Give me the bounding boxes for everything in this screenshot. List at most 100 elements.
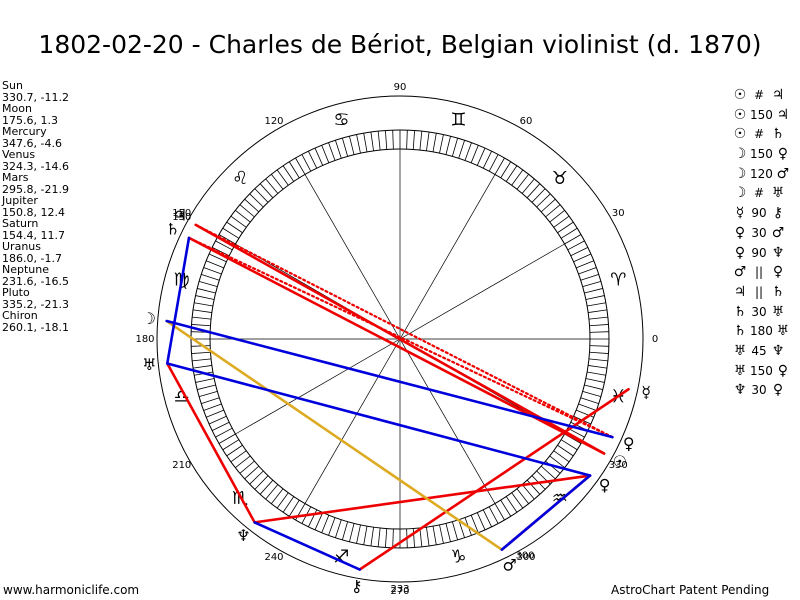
aspect-value: 90 xyxy=(751,206,767,221)
degree-tick xyxy=(476,512,486,531)
planet-name: Mercury xyxy=(2,125,47,138)
degree-tick xyxy=(500,161,512,179)
aspect-planet-1: ♆ xyxy=(733,382,747,399)
aspect-value: 30 xyxy=(751,383,767,398)
degree-tick xyxy=(206,409,224,418)
aspect-value: 150 xyxy=(750,363,773,378)
degree-tick xyxy=(276,169,289,186)
degree-tick xyxy=(553,450,570,463)
degree-tick xyxy=(370,527,374,547)
degree-label: 150 xyxy=(172,208,191,219)
degree-tick xyxy=(244,465,260,480)
degree-label: 300 xyxy=(516,552,535,563)
degree-tick xyxy=(321,145,330,163)
degree-tick xyxy=(584,384,603,390)
aspect-planet-2: ♂ xyxy=(776,165,790,182)
degree-tick xyxy=(419,131,423,151)
degree-tick xyxy=(197,384,216,390)
aspect-planet-1: ♂ xyxy=(733,264,747,281)
degree-tick xyxy=(576,409,594,418)
degree-tick xyxy=(476,147,486,166)
degree-tick xyxy=(560,439,578,451)
degree-tick xyxy=(585,295,605,300)
degree-tick xyxy=(321,515,330,533)
aspect-row: ☽ 120 ♂ xyxy=(730,165,793,185)
aspect-row: ♄ 180 ♅ xyxy=(730,322,793,342)
aspect-planet-1: ♄ xyxy=(733,323,747,340)
degree-tick xyxy=(585,378,605,383)
degree-tick xyxy=(301,154,312,172)
degree-tick xyxy=(412,130,415,150)
degree-tick xyxy=(500,499,512,517)
planet-name: Sun xyxy=(2,79,23,92)
aspect-planet-1: ♀ xyxy=(734,224,746,241)
degree-tick xyxy=(308,150,318,169)
degree-tick xyxy=(451,137,458,157)
aspect-row: ♃ || ♄ xyxy=(730,283,793,303)
aspect-row: ♄ 30 ♅ xyxy=(730,303,793,323)
degree-tick xyxy=(308,509,318,528)
degree-tick xyxy=(226,444,243,457)
planet-name: Uranus xyxy=(2,240,41,253)
degree-tick xyxy=(222,227,240,239)
aspect-planet-2: ♅ xyxy=(776,323,790,340)
degree-tick xyxy=(406,130,408,150)
degree-tick xyxy=(265,178,279,194)
sign-glyph: ♑ xyxy=(450,546,466,567)
aspect-line xyxy=(358,387,630,571)
aspect-planet-1: ☽ xyxy=(733,165,747,182)
degree-tick xyxy=(557,444,574,457)
aspect-list: ☉ # ♃ ☉ 150 ♃ ☉ # ♄ ☽ 150 ♀ ☽ 120 ♂ ☽ # ♅ ☿ 90 ⚷ ♀ 30 ♂ ♀ 90 ♆ ♂ || ♀… xyxy=(730,86,793,401)
aspect-planet-1: ☉ xyxy=(733,126,747,143)
degree-tick xyxy=(249,470,264,485)
degree-tick xyxy=(589,324,609,327)
degree-tick xyxy=(587,371,606,376)
degree-label: 330 xyxy=(609,460,628,471)
degree-tick xyxy=(564,234,582,245)
degree-ticks xyxy=(191,130,609,548)
degree-tick xyxy=(540,198,556,213)
degree-tick xyxy=(426,131,430,151)
degree-tick xyxy=(540,465,556,480)
degree-tick xyxy=(276,492,289,509)
degree-tick xyxy=(342,137,349,157)
aspect-line xyxy=(194,223,614,439)
planet-coords: 175.6, 1.3 xyxy=(2,113,58,127)
degree-tick xyxy=(201,397,220,404)
aspect-line xyxy=(165,236,191,365)
aspect-value: 30 xyxy=(751,225,767,240)
planet-glyph: ♃ xyxy=(173,206,187,225)
degree-tick xyxy=(573,253,592,263)
planet-name: Chiron xyxy=(2,309,38,322)
footer-website[interactable]: www.harmoniclife.com xyxy=(3,583,140,597)
degree-tick xyxy=(328,142,336,161)
planet-coords: 347.6, -4.6 xyxy=(2,136,62,150)
degree-tick xyxy=(588,365,608,369)
degree-tick xyxy=(560,227,578,239)
planet-coords: 335.2, -21.3 xyxy=(2,297,69,311)
aspect-line xyxy=(187,236,614,439)
aspect-planet-2: ♃ xyxy=(771,87,785,103)
aspect-row: ☉ 150 ♃ xyxy=(730,106,793,126)
aspect-value: 45 xyxy=(751,343,767,358)
degree-label: 180 xyxy=(135,334,154,345)
degree-tick xyxy=(505,496,518,513)
degree-tick xyxy=(335,140,342,159)
degree-label: 270 xyxy=(390,586,409,597)
degree-tick xyxy=(218,433,236,444)
degree-tick xyxy=(589,345,609,347)
planet-coords: 295.8, -21.9 xyxy=(2,182,69,196)
aspect-value: 150 xyxy=(750,107,773,122)
degree-tick xyxy=(521,484,535,500)
aspect-row: ☿ 90 ⚷ xyxy=(730,204,793,224)
aspect-line xyxy=(500,474,592,551)
degree-tick xyxy=(295,157,306,175)
degree-tick xyxy=(458,519,465,538)
planet-coords: 330.7, -11.2 xyxy=(2,90,69,104)
degree-tick xyxy=(370,131,374,151)
degree-tick xyxy=(439,524,444,544)
degree-tick xyxy=(195,295,215,300)
planet-glyph: ⚷ xyxy=(351,577,363,596)
aspect-planet-2: ♀ xyxy=(772,264,784,281)
